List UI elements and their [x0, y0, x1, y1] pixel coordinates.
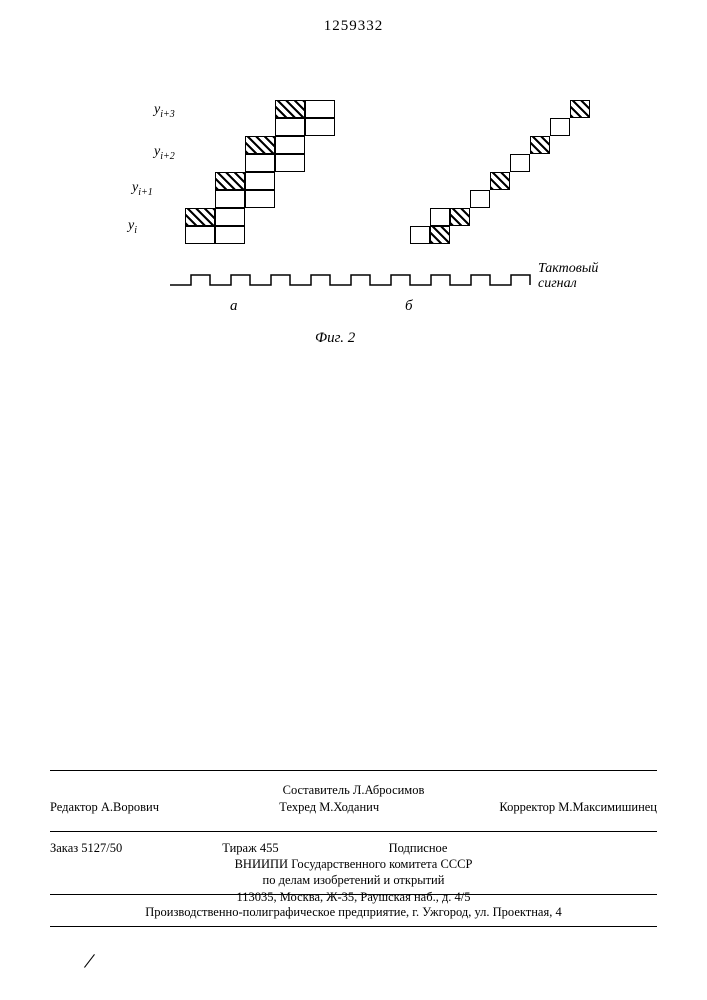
org-line-1: ВНИИПИ Государственного комитета СССР	[50, 856, 657, 872]
rule-4	[50, 926, 657, 927]
org-address: 113035, Москва, Ж-35, Раушская наб., д. …	[50, 889, 657, 905]
rule-2	[50, 831, 657, 832]
cell-hatched	[570, 100, 590, 118]
doc-number: 1259332	[324, 18, 384, 35]
editors-line: Редактор А.Ворович Техред М.Ходанич Корр…	[50, 800, 657, 815]
stray-mark: /	[84, 948, 95, 975]
subscription: Подписное	[389, 841, 448, 856]
editor: Редактор А.Ворович	[50, 800, 159, 815]
figure-2: Тактовый сигнал а б Фиг. 2 yi+3yi+2yi+1y…	[130, 100, 560, 350]
corrector: Корректор М.Максимишинец	[499, 800, 657, 815]
order-line: Заказ 5127/50 Тираж 455 Подписное	[50, 841, 657, 856]
techred: Техред М.Ходанич	[159, 800, 499, 815]
order-number: Заказ 5127/50	[50, 841, 122, 856]
org-block: ВНИИПИ Государственного комитета СССР по…	[50, 856, 657, 905]
composer-line: Составитель Л.Абросимов	[50, 783, 657, 798]
printer-line: Производственно-полиграфическое предприя…	[50, 905, 657, 920]
org-line-2: по делам изобретений и открытий	[50, 872, 657, 888]
clock-signal	[130, 100, 560, 350]
rule-3	[50, 894, 657, 895]
circulation: Тираж 455	[222, 841, 278, 856]
rule-1	[50, 770, 657, 771]
